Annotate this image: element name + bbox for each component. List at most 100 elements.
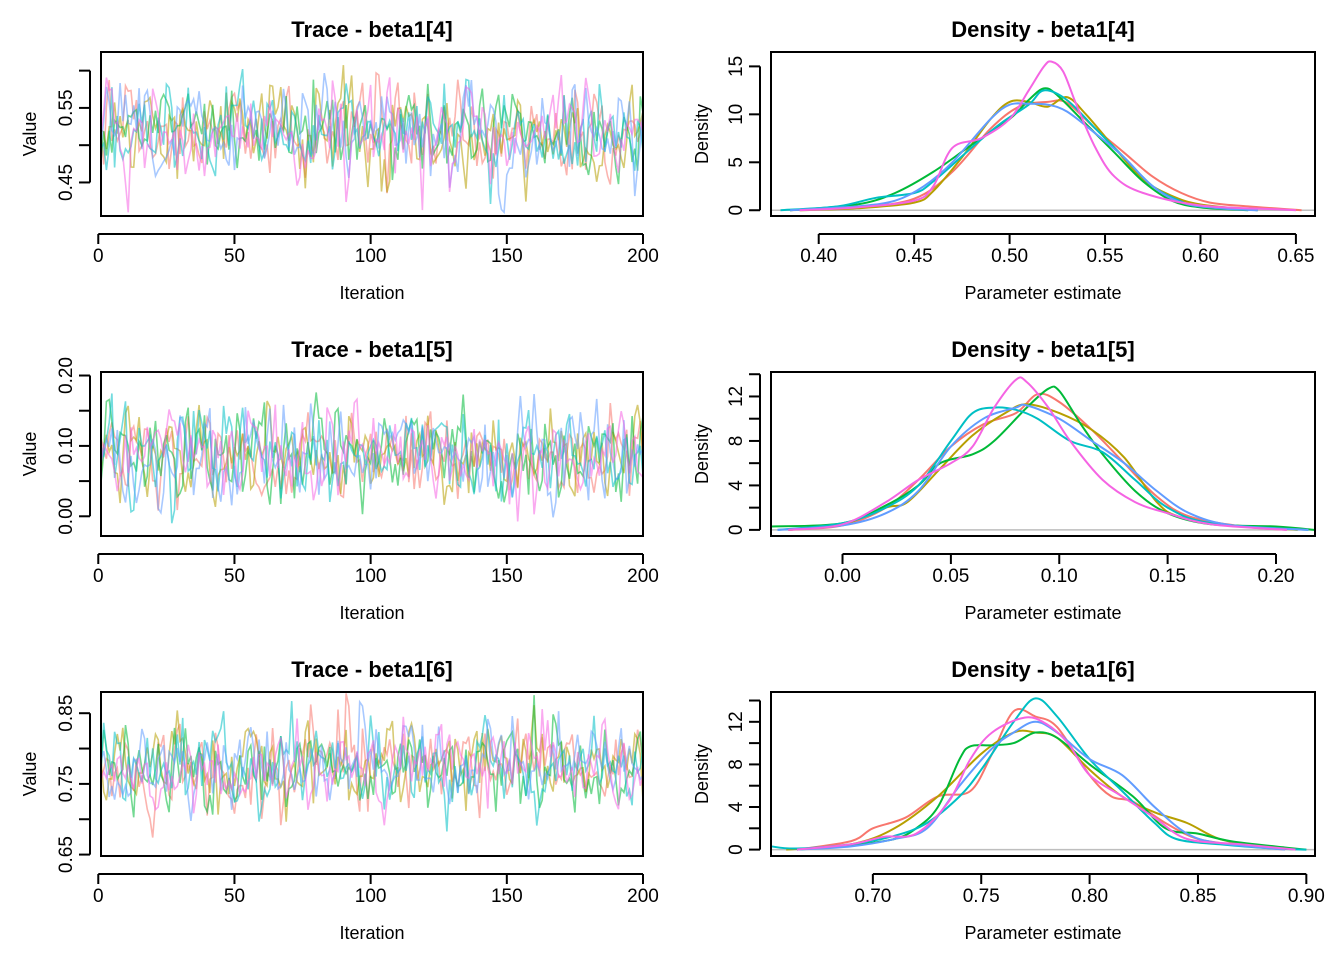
y-axis-label: Value: [20, 112, 40, 157]
x-tick-label: 0.65: [1277, 246, 1314, 267]
y-tick-label: 8: [726, 759, 747, 770]
density-line-chain-5: [777, 403, 1309, 531]
x-tick-label: 0.40: [800, 246, 837, 267]
plot-area: [771, 697, 1315, 851]
density-beta1-4: Density - beta1[4]0.40 0.45 0.50 0.55 0.60 0.…: [692, 17, 1316, 303]
chart-title: Density - beta1[5]: [951, 337, 1134, 362]
density-beta1-6: Density - beta1[6] 0.70 0.75 0.80 0.85 0.90 Pa…: [692, 657, 1325, 943]
plot-frame: [100, 51, 644, 217]
x-tick-label: 50: [224, 886, 245, 907]
density-beta1-5: Density - beta1[5] 0.00 0.05 0.10 0.15 0.20 Pa…: [692, 337, 1316, 623]
chart-title: Trace - beta1[6]: [291, 657, 452, 682]
x-tick-label: 0.80: [1071, 886, 1108, 907]
x-tick-label: 200: [627, 886, 659, 907]
plot-area: [101, 65, 643, 215]
x-axis: 0.00 0.05 0.10 0.15 0.20 Parameter estimate: [824, 553, 1294, 623]
y-tick-label: 8: [726, 436, 747, 447]
plot-area: [101, 693, 643, 838]
plot-area: [771, 60, 1315, 212]
density-line-chain-4: [780, 89, 1258, 212]
trace-line-chain-6: [101, 709, 643, 826]
x-tick-label: 0.10: [1041, 566, 1078, 587]
y-axis: 0.65 0.75 0.85 Value: [20, 695, 91, 873]
x-tick-label: 150: [491, 246, 523, 267]
density-line-chain-4: [771, 697, 1307, 851]
x-axis-label: Iteration: [339, 283, 404, 303]
y-axis: 0 5 10 15 Density: [692, 56, 761, 216]
chart-title: Trace - beta1[4]: [291, 17, 452, 42]
y-tick-label: 0.65: [56, 836, 77, 873]
density-line-chain-3: [796, 731, 1307, 851]
plot-area: [771, 376, 1315, 531]
plot-frame: [770, 51, 1316, 217]
x-tick-label: 0.70: [854, 886, 891, 907]
chart-title: Density - beta1[4]: [951, 17, 1134, 42]
density-line-chain-1: [788, 392, 1287, 531]
density-line-chain-6: [799, 60, 1296, 212]
y-tick-label: 0.00: [56, 498, 77, 535]
x-axis-label: Iteration: [339, 603, 404, 623]
x-tick-label: 200: [627, 246, 659, 267]
density-line-chain-6: [796, 716, 1296, 851]
trace-line-chain-6: [101, 397, 643, 522]
x-tick-label: 100: [355, 566, 387, 587]
chart-title: Trace - beta1[5]: [291, 337, 452, 362]
y-axis-label: Density: [692, 424, 712, 484]
x-tick-label: 150: [491, 566, 523, 587]
x-axis: 0.70 0.75 0.80 0.85 0.90 Parameter estimate: [854, 873, 1325, 943]
y-tick-label: 10: [726, 104, 747, 125]
x-axis: 0 50 100 150 200 Iteration: [93, 233, 659, 303]
y-axis-label: Value: [20, 432, 40, 477]
x-axis: 0 50 100 150 200 Iteration: [93, 873, 659, 943]
plot-frame: [100, 691, 644, 857]
y-axis: 0 4 8 12 Density: [692, 699, 761, 855]
trace-line-chain-5: [101, 394, 643, 518]
x-tick-label: 100: [355, 246, 387, 267]
plot-area: [101, 392, 643, 524]
x-tick-label: 0.90: [1288, 886, 1325, 907]
density-line-chain-4: [777, 406, 1309, 531]
y-tick-label: 0: [726, 205, 747, 216]
plot-frame: [770, 691, 1316, 857]
y-tick-label: 0: [726, 525, 747, 536]
chart-title: Density - beta1[6]: [951, 657, 1134, 682]
x-tick-label: 50: [224, 566, 245, 587]
y-tick-label: 0.55: [56, 89, 77, 126]
y-tick-label: 0.10: [56, 427, 77, 464]
trace-beta1-4: Trace - beta1[4] 0 50 100 150 200 Iteration 0.4…: [20, 17, 659, 303]
y-axis: 0.45 0.55 Value: [20, 69, 91, 201]
x-tick-label: 0: [93, 886, 104, 907]
y-tick-label: 0.75: [56, 765, 77, 802]
density-line-chain-3: [790, 87, 1249, 212]
x-tick-label: 150: [491, 886, 523, 907]
y-tick-label: 12: [726, 711, 747, 732]
y-tick-label: 15: [726, 56, 747, 77]
trace-beta1-5: Trace - beta1[5] 0 50 100 150 200 Iteration 0.0…: [20, 337, 659, 623]
density-line-chain-1: [796, 708, 1285, 851]
x-tick-label: 0: [93, 246, 104, 267]
x-tick-label: 0.60: [1182, 246, 1219, 267]
x-axis-label: Iteration: [339, 923, 404, 943]
density-line-chain-1: [790, 99, 1302, 212]
y-tick-label: 0.20: [56, 357, 77, 394]
density-line-chain-2: [786, 729, 1296, 851]
y-tick-label: 4: [726, 801, 747, 812]
x-tick-label: 0.55: [1087, 246, 1124, 267]
trace-line-chain-6: [101, 75, 643, 213]
x-tick-label: 0.15: [1149, 566, 1186, 587]
x-axis-label: Parameter estimate: [964, 603, 1121, 623]
plot-frame: [100, 371, 644, 537]
x-tick-label: 0.00: [824, 566, 861, 587]
y-tick-label: 5: [726, 157, 747, 168]
x-tick-label: 100: [355, 886, 387, 907]
x-axis-label: Parameter estimate: [964, 923, 1121, 943]
x-tick-label: 0.75: [963, 886, 1000, 907]
x-tick-label: 0.50: [991, 246, 1028, 267]
y-tick-label: 0: [726, 844, 747, 855]
y-axis-label: Density: [692, 104, 712, 164]
density-line-chain-5: [790, 102, 1258, 212]
y-tick-label: 12: [726, 386, 747, 407]
y-tick-label: 4: [726, 480, 747, 491]
x-tick-label: 200: [627, 566, 659, 587]
